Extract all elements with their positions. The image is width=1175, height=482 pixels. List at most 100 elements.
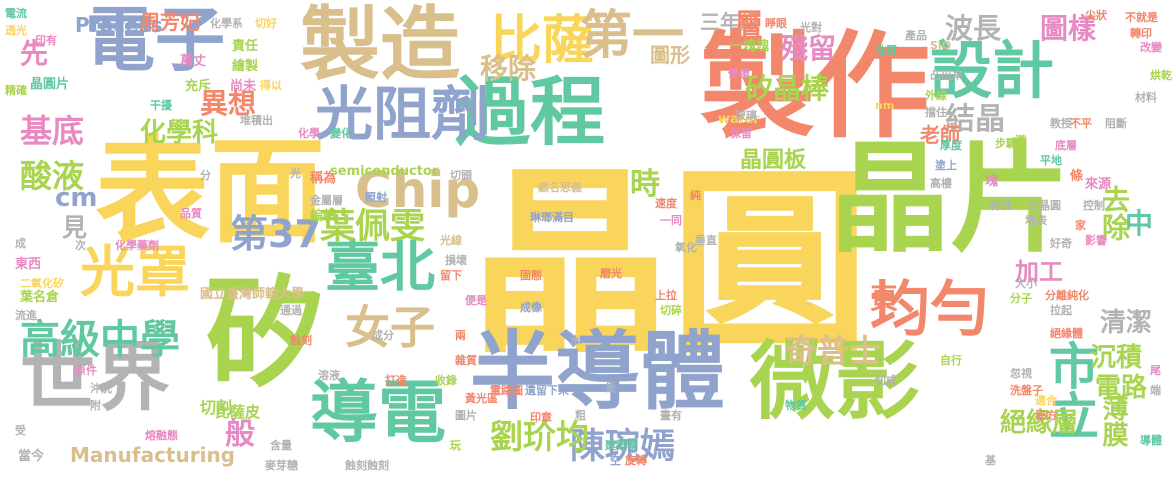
word: 厚度 xyxy=(940,139,962,152)
word: 周芳妃 xyxy=(140,10,200,34)
word: 上拉 xyxy=(655,289,677,302)
word: 分子 xyxy=(1010,292,1032,305)
word: 女子 xyxy=(345,301,436,354)
word: 次 xyxy=(75,239,86,252)
word: 堆積出 xyxy=(240,114,273,127)
word: 結晶 xyxy=(945,102,1005,137)
word: 呈 xyxy=(605,381,616,394)
word: 高級中學 xyxy=(20,317,180,363)
word: 責任 xyxy=(232,39,259,54)
word: 黃光區 xyxy=(465,392,498,405)
word: 晶圓板 xyxy=(740,148,807,173)
word: 晶圓片 xyxy=(30,77,70,92)
word: 干擾 xyxy=(150,99,172,112)
word: 磨光 xyxy=(600,267,622,280)
word: 塊 xyxy=(985,174,999,189)
word: 玻璃 xyxy=(735,109,757,122)
word: 好奇 xyxy=(1050,237,1072,250)
word: 尚未 xyxy=(230,79,257,94)
word: 圖樣 xyxy=(1040,12,1097,45)
word: 流進 xyxy=(15,309,37,322)
word: 印有 xyxy=(35,34,57,47)
word: 麥芽糖 xyxy=(265,459,298,472)
word: 酸液 xyxy=(20,157,85,195)
word: 劉玠均 xyxy=(490,417,589,456)
word: Chip xyxy=(355,161,481,219)
word: 晶圓 xyxy=(470,148,871,381)
word: 頁 xyxy=(870,282,899,315)
word: 便是 xyxy=(465,294,487,307)
word: 葉佩雯 xyxy=(320,207,426,247)
word: 設計 xyxy=(930,34,1055,107)
word: 電路 xyxy=(1095,373,1148,403)
word: 當今 xyxy=(18,449,45,464)
word: 改變 xyxy=(1140,41,1162,54)
word: 平地 xyxy=(1040,154,1062,167)
word: 見 xyxy=(62,213,88,242)
word: 控制 xyxy=(1083,199,1105,212)
word: 絕緣層 xyxy=(1000,408,1079,438)
word: 光罩 xyxy=(80,240,191,304)
word: 性質 xyxy=(875,44,897,57)
word: 凹凸 xyxy=(600,297,622,310)
word: 教授 xyxy=(1050,117,1072,130)
word: 地表 xyxy=(1025,214,1047,227)
word: 切碎 xyxy=(660,304,682,317)
word: 東西 xyxy=(15,257,42,272)
word: 絕緣體 xyxy=(1050,327,1083,340)
word: 阻斷 xyxy=(1105,117,1127,130)
word: 光對 xyxy=(800,21,822,34)
word: 比薩皮 xyxy=(215,403,261,421)
word: 拉起 xyxy=(1050,304,1072,317)
word: 精確 xyxy=(5,84,27,97)
word: 附 xyxy=(90,399,101,412)
word: SiO xyxy=(930,39,952,52)
word: 電子 xyxy=(85,0,225,81)
word: 家 xyxy=(1075,219,1086,232)
word: 固態 xyxy=(520,269,542,282)
word: 含量 xyxy=(270,439,292,452)
word: 編輯 xyxy=(310,209,337,224)
word: 大小 xyxy=(1015,277,1037,290)
word: 清潔 xyxy=(1100,308,1153,338)
word: 中 xyxy=(1125,207,1154,240)
word: 塗上 xyxy=(935,159,957,172)
word: 分離純化 xyxy=(1045,289,1089,302)
word: 照射 xyxy=(365,191,387,204)
word: 得以 xyxy=(260,79,282,92)
word: 表面 xyxy=(95,125,326,259)
word: 薄膜 xyxy=(1098,395,1128,447)
word: 尾 xyxy=(1150,364,1161,377)
word: 製作 xyxy=(700,20,931,154)
word: 二氧化矽 xyxy=(20,277,64,290)
word: 成像 xyxy=(520,301,542,314)
word: 成分 xyxy=(372,329,394,342)
word: 來源 xyxy=(1085,177,1112,192)
word: Process xyxy=(75,13,163,37)
word: 葉名倉 xyxy=(20,290,60,305)
word: 旋轉 xyxy=(625,454,647,467)
word: 矽晶棒 xyxy=(745,72,830,105)
word: 擋住 xyxy=(925,106,947,119)
word: 分 xyxy=(200,169,211,182)
word: 光線 xyxy=(440,234,462,247)
word: 收錄 xyxy=(435,374,457,387)
word: 比薩 xyxy=(490,11,595,71)
word: 成 xyxy=(15,237,26,250)
word: 第37 xyxy=(230,212,321,256)
word: 切頭 xyxy=(450,169,472,182)
word: 移除 xyxy=(480,52,537,85)
word: 奇普士 xyxy=(785,332,882,370)
word: 品質 xyxy=(180,207,202,220)
word: 電流 xyxy=(5,7,27,20)
word: 蝕刻蝕刻 xyxy=(345,459,389,472)
word: 雜質 xyxy=(455,354,477,367)
word: 睜眼 xyxy=(765,17,787,30)
word: 傻傻 xyxy=(728,67,750,80)
word: 顧名思義 xyxy=(538,181,582,194)
word: 切好 xyxy=(255,17,277,30)
word: 過程 xyxy=(455,68,606,156)
word: 水 xyxy=(570,334,581,347)
word: 保留 xyxy=(730,127,752,140)
